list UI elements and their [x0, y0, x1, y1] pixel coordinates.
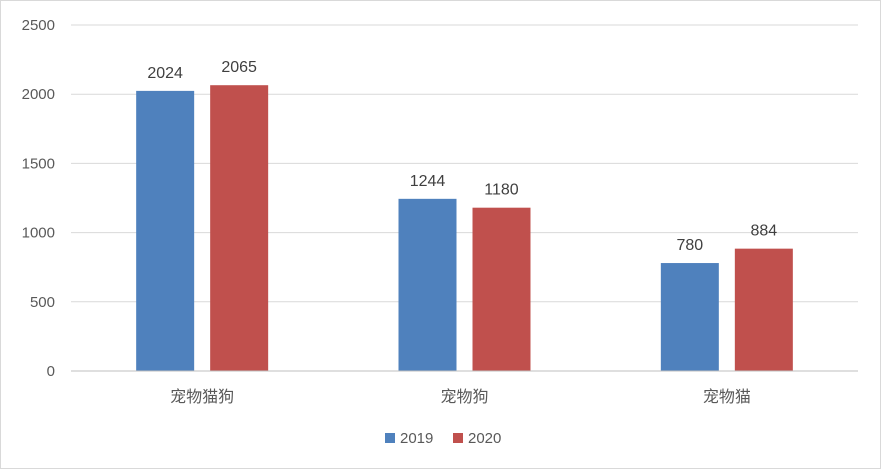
x-category-label: 宠物猫狗: [170, 387, 234, 406]
bar-2019-0: [136, 90, 195, 371]
data-label: 884: [750, 223, 777, 240]
legend-label: 2019: [400, 430, 433, 447]
bar-2020-1: [472, 207, 531, 371]
bar-2020-2: [734, 248, 793, 371]
data-label: 2065: [221, 59, 257, 76]
y-tick-label: 2000: [22, 86, 55, 103]
legend-swatch-2020: [453, 433, 463, 443]
bar-2020-0: [210, 85, 269, 371]
legend-label: 2020: [468, 430, 501, 447]
data-label: 780: [676, 237, 703, 254]
bar-2019-1: [398, 198, 457, 371]
y-tick-label: 500: [30, 294, 55, 311]
legend-swatch-2019: [385, 433, 395, 443]
data-label: 1244: [410, 173, 446, 190]
y-tick-label: 1000: [22, 225, 55, 242]
data-label: 2024: [147, 65, 183, 82]
bar-2019-2: [660, 263, 719, 371]
y-tick-label: 2500: [22, 17, 55, 34]
y-tick-label: 1500: [22, 155, 55, 172]
y-tick-label: 0: [47, 363, 55, 380]
x-category-label: 宠物猫: [703, 387, 751, 406]
data-label: 1180: [484, 182, 519, 199]
x-category-label: 宠物狗: [440, 387, 488, 406]
